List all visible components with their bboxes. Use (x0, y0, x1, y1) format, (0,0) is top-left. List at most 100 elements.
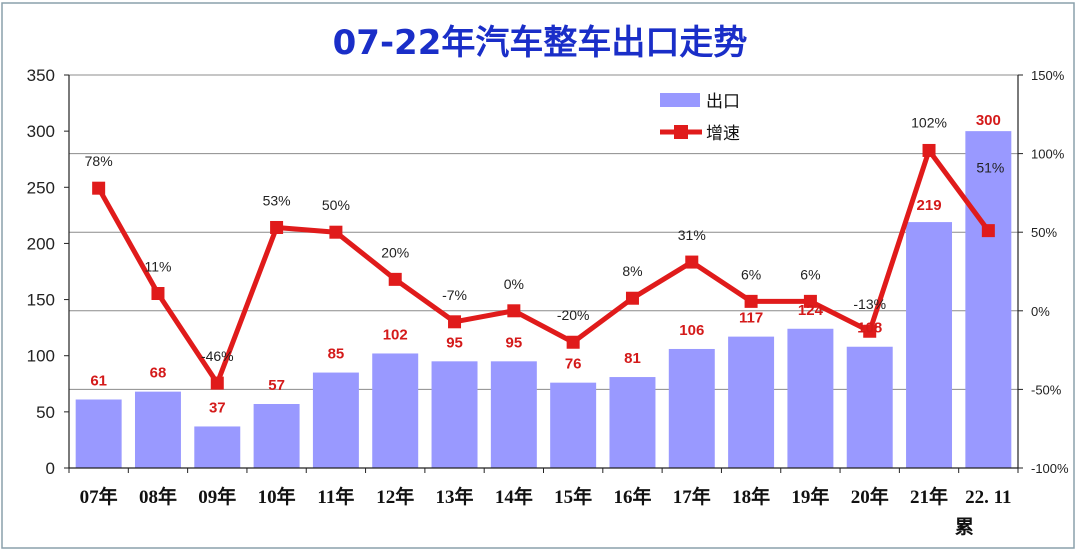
line-point (744, 294, 758, 308)
bar (965, 131, 1012, 468)
line-group (92, 143, 995, 390)
bar-value-label: 108 (857, 320, 882, 337)
line-point (210, 376, 224, 390)
bar (312, 372, 359, 468)
tick-label-left: 0 (46, 459, 55, 478)
bar-value-label: 57 (268, 377, 285, 394)
category-label: 20年 (851, 485, 889, 508)
category-label: 18年 (732, 485, 770, 508)
bar-value-label: 300 (976, 112, 1001, 129)
legend-swatch-export (660, 93, 700, 107)
bar (194, 426, 241, 468)
line-point (92, 181, 106, 195)
tick-label-left: 150 (27, 291, 55, 310)
line-point (270, 220, 284, 234)
line-point (566, 335, 580, 349)
bar-value-label: 68 (150, 365, 167, 382)
bar (787, 328, 834, 468)
bar-value-label: 117 (739, 310, 763, 327)
chart-title: 07-22年汽车整车出口走势 (333, 23, 748, 63)
growth-label: -13% (853, 296, 886, 312)
bar (550, 382, 597, 468)
tick-label-left: 300 (27, 122, 55, 141)
bar (253, 403, 300, 468)
growth-label: 8% (622, 263, 642, 279)
tick-label-right: -100% (1031, 461, 1069, 476)
tick-label-left: 350 (27, 66, 55, 85)
legend-label-growth: 增速 (706, 124, 740, 144)
growth-label: 102% (911, 114, 947, 130)
growth-label: 11% (144, 259, 171, 275)
tick-label-right: 0% (1031, 304, 1050, 319)
line-point (507, 304, 521, 318)
bar (134, 391, 181, 468)
bar (906, 222, 953, 468)
bar-value-label: 102 (383, 326, 408, 343)
growth-label: -46% (201, 348, 234, 364)
growth-label: 51% (976, 160, 1004, 176)
category-label: 09年 (198, 485, 236, 508)
category-label: 22. 11 累 (955, 487, 1012, 538)
bar-value-label: 85 (328, 346, 345, 363)
bar-value-label: 37 (209, 399, 226, 416)
category-label: 12年 (376, 485, 414, 508)
bar-value-label: 76 (565, 356, 582, 373)
growth-label: 0% (504, 276, 524, 292)
line-point (922, 143, 936, 157)
bar (668, 348, 715, 468)
tick-label-left: 200 (27, 234, 55, 253)
growth-label: 6% (800, 266, 820, 282)
growth-label: 6% (741, 266, 761, 282)
legend-label-export: 出口 (706, 92, 740, 112)
tick-label-right: -50% (1031, 382, 1062, 397)
bar-value-label: 95 (506, 334, 523, 351)
bar (490, 361, 537, 468)
line-point (329, 225, 343, 239)
line-point (863, 324, 877, 338)
legend-marker-growth (674, 125, 688, 139)
category-label: 19年 (791, 485, 829, 508)
bar (846, 346, 893, 468)
growth-label: 31% (678, 227, 706, 243)
line-point (448, 315, 462, 329)
bar-value-label: 106 (679, 322, 704, 339)
growth-label: 78% (85, 153, 113, 169)
tick-label-left: 50 (36, 403, 55, 422)
category-label: 10年 (258, 485, 296, 508)
bar (728, 336, 775, 468)
line-point (981, 224, 995, 238)
growth-label: -20% (557, 307, 590, 323)
category-label: 15年 (554, 485, 592, 508)
line-point (388, 272, 402, 286)
growth-label: 20% (381, 244, 409, 260)
category-label: 13年 (436, 485, 474, 508)
bar-value-label: 95 (446, 334, 463, 351)
category-label: 16年 (613, 485, 651, 508)
growth-line (96, 147, 991, 386)
category-label: 14年 (495, 485, 533, 508)
axes-group: 0 50 100 150 200 250 300 350 -100% -50% 0% 50% 100% 1… (27, 66, 1069, 538)
tick-label-left: 250 (27, 178, 55, 197)
bar (609, 377, 656, 468)
line-point (685, 255, 699, 269)
tick-label-right: 150% (1031, 68, 1065, 83)
bar (431, 361, 478, 468)
bar-value-label: 219 (917, 197, 942, 214)
tick-label-right: 100% (1031, 147, 1065, 162)
bar-value-label: 61 (90, 373, 107, 390)
tick-label-right: 50% (1031, 225, 1057, 240)
bars-group (75, 131, 1012, 468)
line-point (625, 291, 639, 305)
bar (372, 353, 419, 468)
tick-label-left: 100 (27, 347, 55, 366)
bar (75, 399, 122, 468)
bar-value-label: 81 (624, 350, 641, 367)
bar-value-label: 124 (798, 302, 824, 319)
line-point (151, 287, 165, 301)
growth-label: 53% (263, 192, 291, 208)
growth-label: -7% (442, 287, 467, 303)
category-label: 11年 (317, 485, 354, 508)
growth-label: 50% (322, 197, 350, 213)
